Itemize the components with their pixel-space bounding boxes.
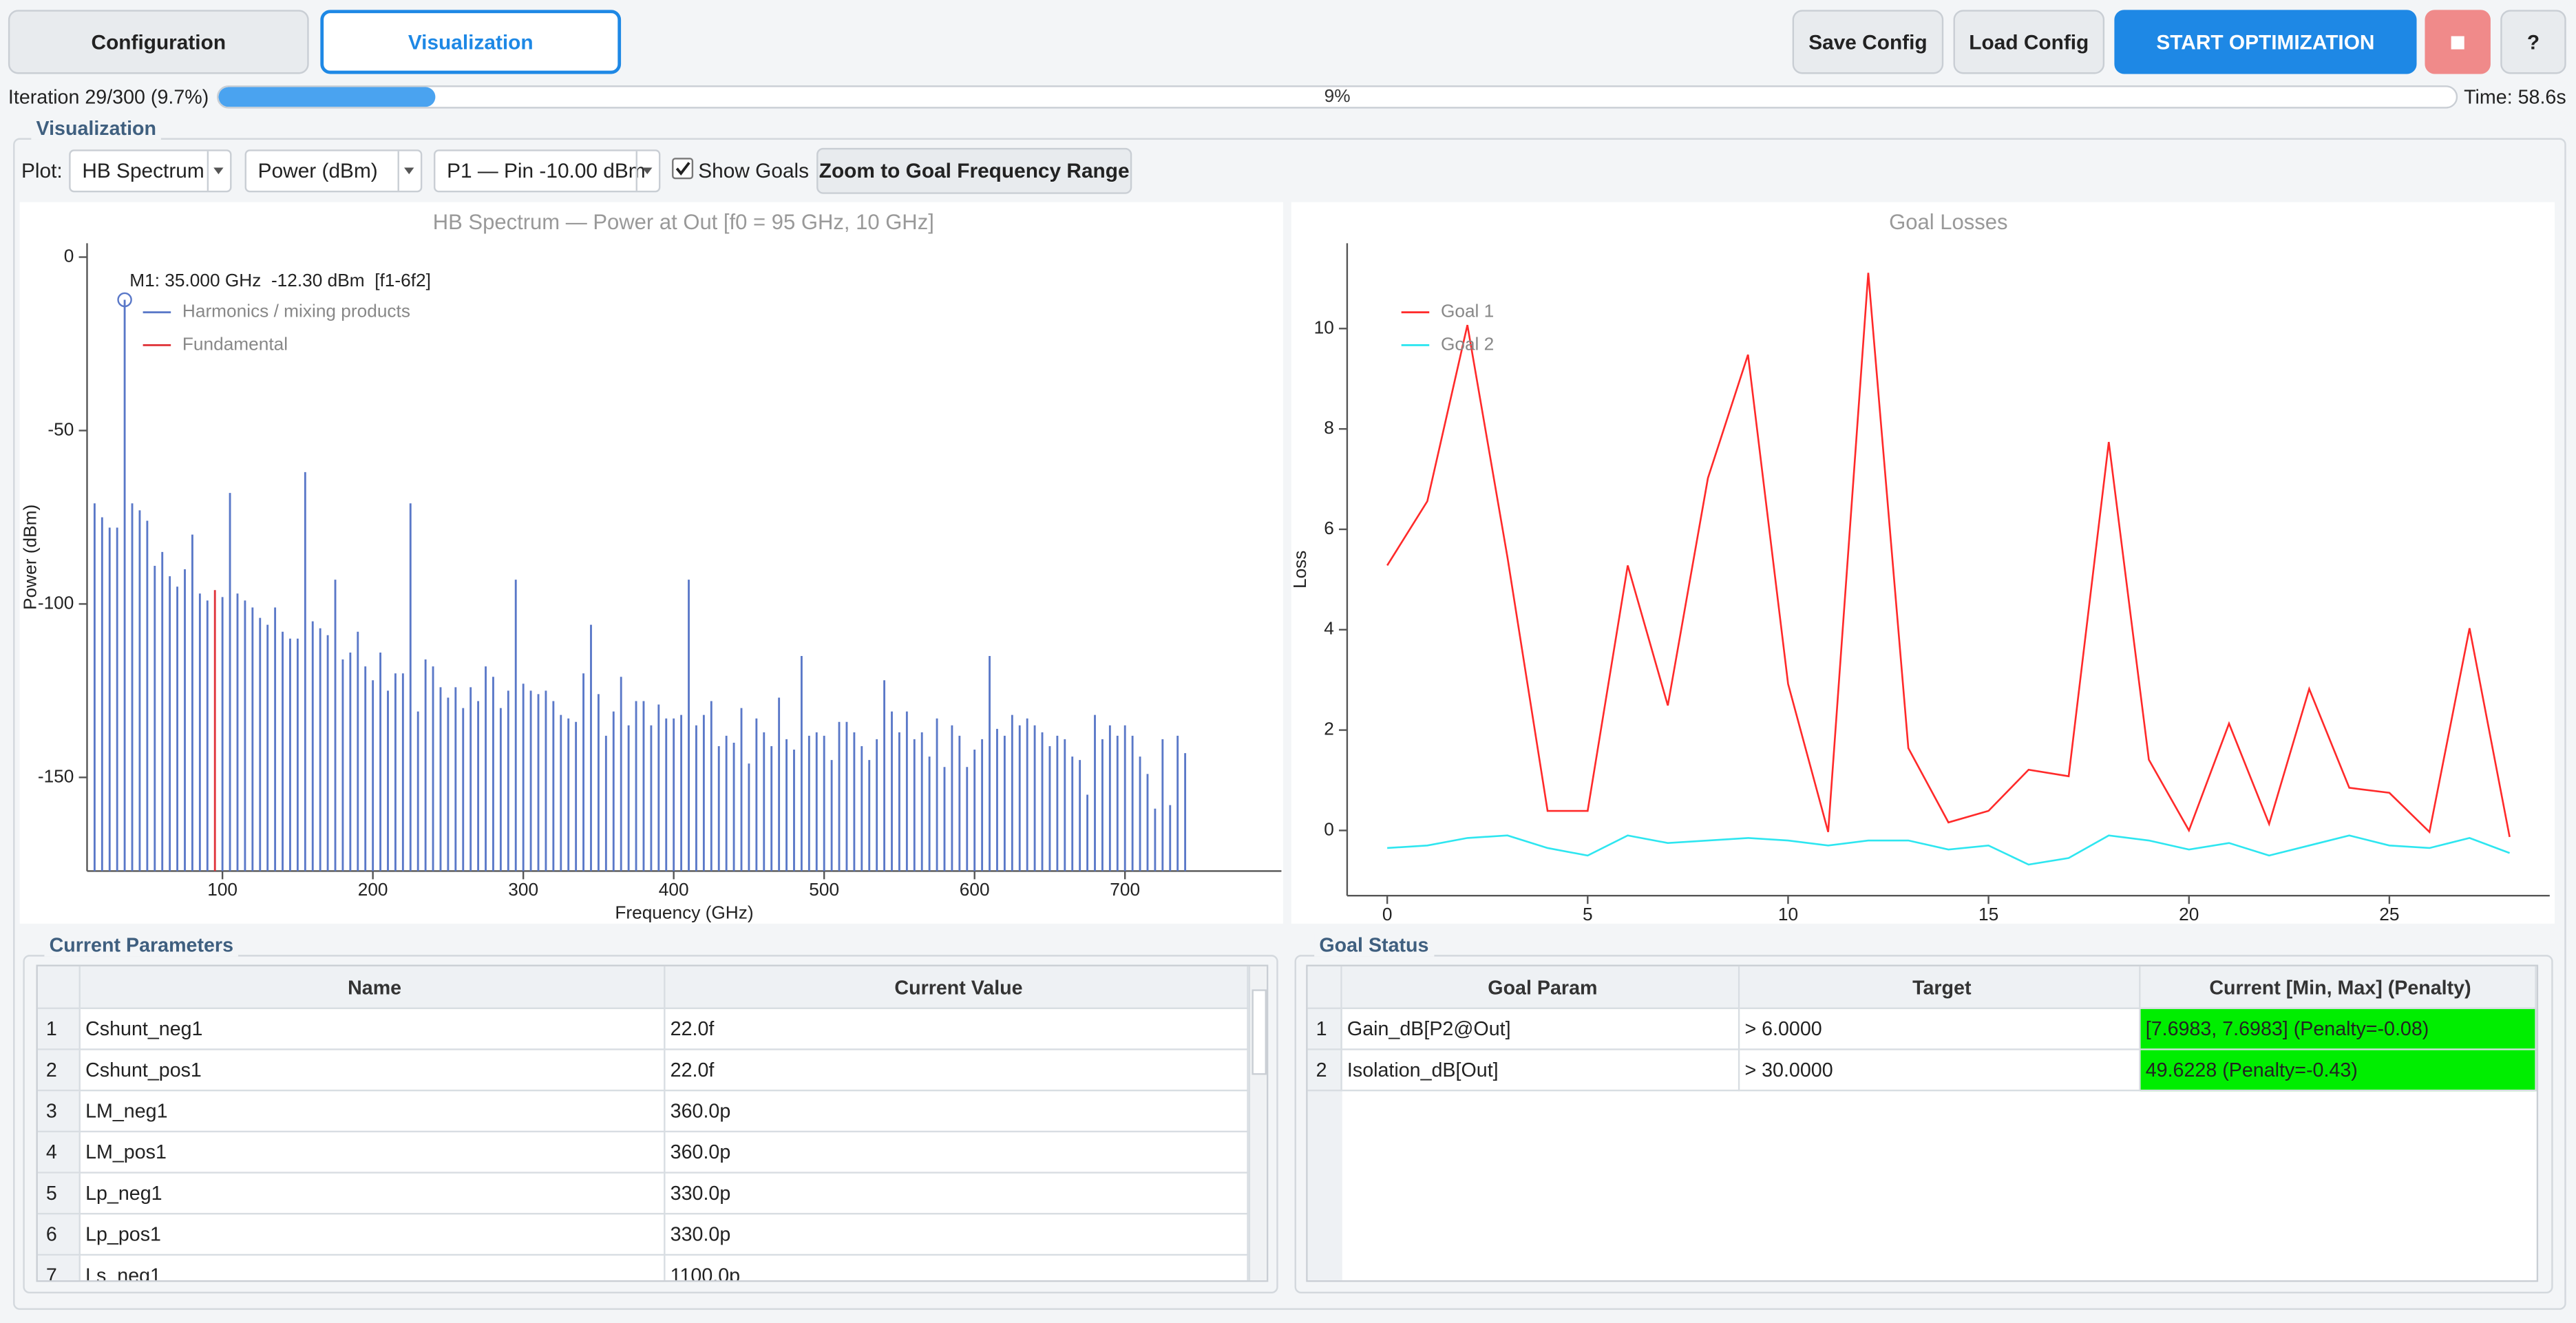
visualization-group (13, 138, 2566, 1310)
table-cell: 22.0f (665, 1008, 1249, 1050)
sweep-combo[interactable]: P1 — Pin -10.00 dBm (434, 149, 661, 193)
tab-configuration[interactable]: Configuration (8, 10, 309, 74)
iteration-label: Iteration 29/300 (9.7%) (8, 85, 209, 109)
load-config-button[interactable]: Load Config (1953, 10, 2105, 74)
row-number: 1 (37, 1008, 81, 1050)
row-number: 7 (37, 1256, 81, 1280)
goals-group (1294, 955, 2553, 1294)
table-cell: 330.0p (665, 1173, 1249, 1215)
goals-table: Goal Param Target Current [Min, Max] (Pena… (1306, 964, 2539, 1282)
combo-text: HB Spectrum (82, 159, 204, 183)
table-cell: LM_neg1 (80, 1091, 666, 1133)
parameters-table: Name Current Value 1 Cshunt_neg1 22.0f 2 Cshun… (36, 964, 1269, 1282)
progress-fill (218, 87, 436, 107)
combo-arrow (635, 151, 659, 191)
progress-bar: 9% (217, 85, 2458, 109)
table-cell: [7.6983, 7.6983] (Penalty=-0.08) (2140, 1008, 2537, 1050)
column-header: Target (1740, 966, 2141, 1009)
combo-text: P1 — Pin -10.00 dBm (447, 159, 646, 183)
table-cell: Lp_neg1 (80, 1173, 666, 1215)
table-cell: Cshunt_neg1 (80, 1008, 666, 1050)
table-cell: Lp_pos1 (80, 1214, 666, 1256)
combo-arrow (397, 151, 421, 191)
tab-visualization[interactable]: Visualization (320, 10, 622, 74)
group-title: Visualization (31, 116, 162, 140)
quantity-combo[interactable]: Power (dBm) (244, 149, 423, 193)
table-cell: 360.0p (665, 1091, 1249, 1133)
parameters-group (23, 955, 1278, 1294)
table-cell: > 30.0000 (1740, 1050, 2141, 1092)
table-cell: 49.6228 (Penalty=-0.43) (2140, 1050, 2537, 1092)
scrollbar[interactable] (1248, 966, 1267, 1280)
table-cell: LM_pos1 (80, 1132, 666, 1174)
plot-type-combo[interactable]: HB Spectrum (69, 149, 232, 193)
header-corner (37, 966, 81, 1009)
stop-icon (2451, 35, 2464, 49)
row-number: 2 (1307, 1050, 1342, 1092)
show-goals-label: Show Goals (698, 159, 810, 183)
table-cell: 1100.0p (666, 1256, 1249, 1280)
group-title: Goal Status (1314, 933, 1434, 957)
column-header: Current Value (665, 966, 1249, 1009)
help-button[interactable]: ? (2500, 10, 2566, 74)
show-goals-checkbox[interactable] (672, 158, 694, 180)
table-cell: 22.0f (665, 1050, 1249, 1092)
zoom-button[interactable]: Zoom to Goal Frequency Range (816, 147, 1132, 194)
row-number: 3 (37, 1091, 81, 1133)
time-label: Time: 58.6s (2464, 85, 2566, 109)
save-config-button[interactable]: Save Config (1792, 10, 1944, 74)
table-cell: Cshunt_pos1 (80, 1050, 666, 1092)
table-cell: Ls_neg1 (81, 1256, 666, 1280)
group-title: Current Parameters (44, 933, 239, 957)
column-header: Current [Min, Max] (Penalty) (2140, 966, 2537, 1009)
plot-label: Plot: (21, 159, 63, 183)
table-cell: 330.0p (665, 1214, 1249, 1256)
row-number: 4 (37, 1132, 81, 1174)
row-number: 5 (37, 1173, 81, 1215)
stop-button[interactable] (2425, 10, 2491, 74)
table-cell: 360.0p (665, 1132, 1249, 1174)
row-number: 6 (37, 1214, 81, 1256)
start-button[interactable]: START OPTIMIZATION (2114, 10, 2417, 74)
combo-arrow (207, 151, 230, 191)
header-corner (1307, 966, 1342, 1009)
table-cell: Isolation_dB[Out] (1342, 1050, 1740, 1092)
column-header: Goal Param (1342, 966, 1740, 1009)
progress-text: 9% (1324, 87, 1351, 107)
row-number: 1 (1307, 1008, 1342, 1050)
scrollbar-thumb[interactable] (1252, 989, 1267, 1075)
row-number: 2 (37, 1050, 81, 1092)
table-cell: Gain_dB[P2@Out] (1342, 1008, 1740, 1050)
column-header: Name (80, 966, 666, 1009)
check-mark (675, 162, 690, 176)
combo-text: Power (dBm) (257, 159, 378, 183)
table-cell: > 6.0000 (1740, 1008, 2141, 1050)
